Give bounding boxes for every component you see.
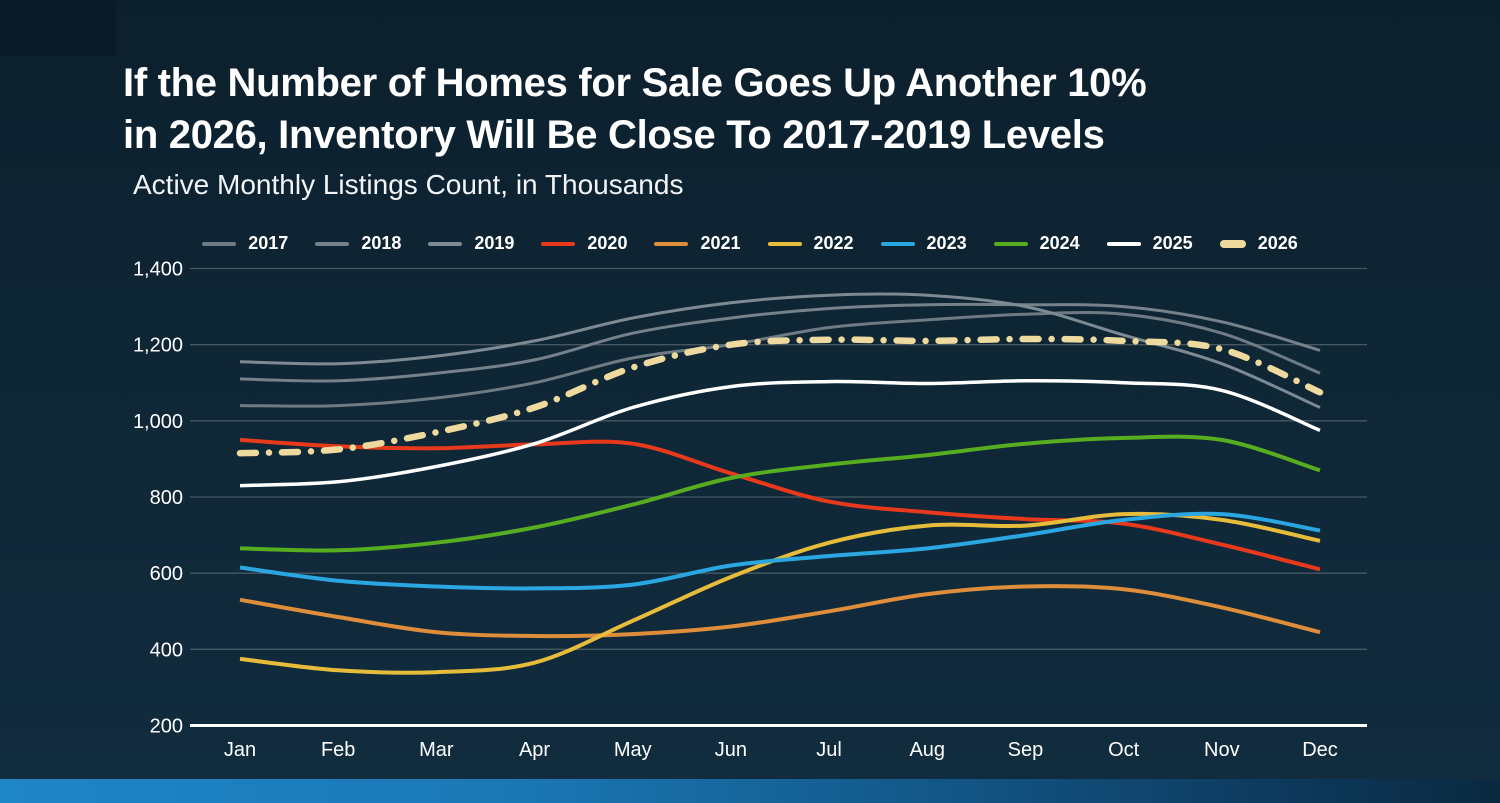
bottom-bar [0,779,1500,803]
chart-title-line1: If the Number of Homes for Sale Goes Up … [123,61,1147,105]
legend-item-2025: 2025 [1106,233,1193,254]
legend-swatch-2021 [654,241,689,246]
chart-subtitle: Active Monthly Listings Count, in Thousa… [133,169,684,200]
series-2018-line [239,302,1321,383]
legend-label-2025: 2025 [1152,233,1193,253]
x-axis-label-apr: Apr [519,739,550,761]
series-2019-line [239,292,1321,409]
chart-title: If the Number of Homes for Sale Goes Up … [123,57,1147,161]
series-2020-line [239,437,1321,572]
series-2017-line [239,311,1321,408]
y-axis-label-400: 400 [150,639,183,661]
y-axis-label-600: 600 [150,563,183,585]
legend-item-2022: 2022 [767,233,854,254]
x-axis-label-sep: Sep [1008,739,1044,761]
legend-item-2021: 2021 [654,233,741,254]
chart-title-line2: in 2026, Inventory Will Be Close To 2017… [123,113,1105,157]
x-axis-label-oct: Oct [1108,739,1140,761]
legend-item-2023: 2023 [880,233,967,254]
series-2023-line [239,511,1321,591]
series-2024-line [239,434,1321,553]
legend-item-2019: 2019 [428,233,514,254]
legend-label-2022: 2022 [813,233,854,253]
x-axis-label-aug: Aug [909,739,945,761]
legend-item-2017: 2017 [202,233,288,254]
legend-label-2021: 2021 [700,233,741,253]
legend-label-2017: 2017 [248,233,289,253]
series-2025-line [239,379,1321,488]
legend-item-2026: 2026 [1219,233,1298,254]
x-axis-label-feb: Feb [321,739,355,761]
legend-swatch-2019 [428,241,463,246]
legend-label-2019: 2019 [474,233,515,253]
legend: 2017 2018 2019 2020 2021 2022 2023 2024 2025 2026 [0,233,1500,254]
x-axis-label-dec: Dec [1302,739,1338,761]
legend-swatch-2017 [202,241,237,246]
y-axis-label-200: 200 [150,716,183,738]
x-axis-label-jan: Jan [224,739,256,761]
corner-accent [0,0,116,56]
legend-label-2023: 2023 [926,233,967,253]
legend-swatch-2025 [1106,241,1141,246]
legend-swatch-2022 [767,241,802,246]
legend-swatch-2018 [315,241,350,246]
legend-swatch-2024 [993,241,1028,246]
legend-swatch-2020 [541,241,576,246]
x-axis-label-may: May [614,739,652,761]
legend-item-2024: 2024 [993,233,1080,254]
y-axis-label-1,000: 1,000 [133,411,183,433]
y-axis-label-1,400: 1,400 [133,259,183,281]
legend-label-2024: 2024 [1039,233,1080,253]
legend-swatch-2023 [880,241,915,246]
x-axis-label-nov: Nov [1204,739,1240,761]
legend-label-2018: 2018 [361,233,402,253]
y-axis-label-1,200: 1,200 [133,335,183,357]
x-axis-label-jun: Jun [715,739,747,761]
legend-label-2026: 2026 [1257,233,1298,253]
legend-swatch-2026 [1219,239,1246,248]
x-axis-label-jul: Jul [816,739,842,761]
legend-item-2020: 2020 [541,233,627,254]
x-axis-label-mar: Mar [419,739,454,761]
legend-item-2018: 2018 [315,233,401,254]
legend-label-2020: 2020 [587,233,628,253]
series-2026-line [236,335,1324,457]
y-axis-label-800: 800 [150,487,183,509]
series-2021-line [239,584,1321,639]
